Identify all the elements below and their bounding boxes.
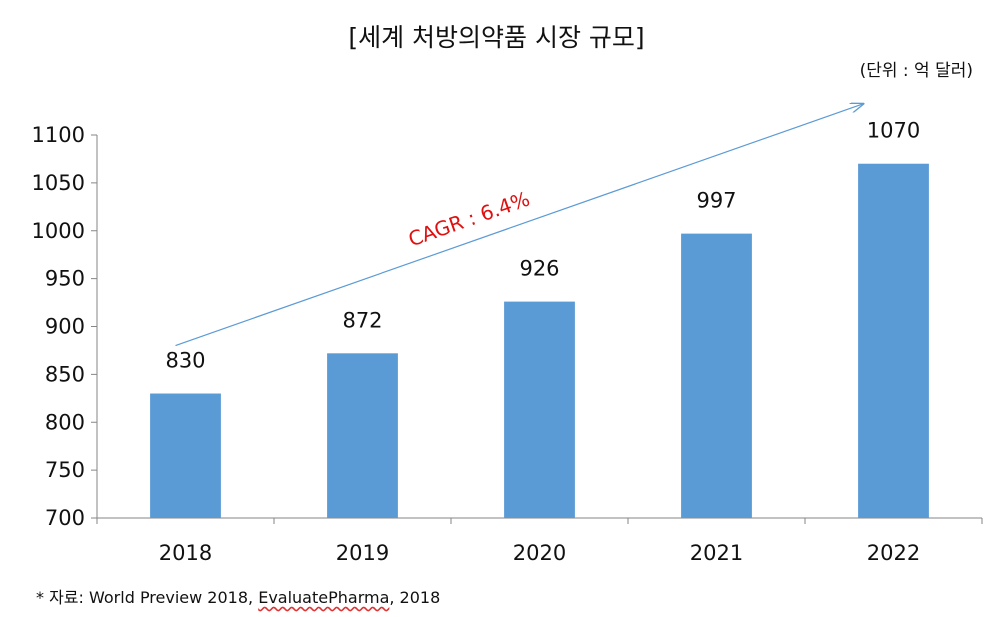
data-labels: 830 872 926 997 1070 [165, 119, 920, 373]
bar-2022 [858, 163, 929, 518]
unit-label: (단위 : 억 달러) [859, 61, 973, 81]
bar-2020 [504, 301, 575, 518]
bar-2019 [327, 353, 398, 518]
x-tick-label: 2018 [159, 541, 212, 565]
y-tick-label: 1000 [32, 219, 85, 243]
x-tick-label: 2022 [867, 541, 920, 565]
data-label-2021: 997 [696, 189, 736, 213]
x-tick-label: 2020 [513, 541, 566, 565]
y-tick-label: 1050 [32, 171, 85, 195]
y-tick-label: 1100 [32, 123, 85, 147]
y-tick-label: 950 [45, 267, 85, 291]
bar-2021 [681, 233, 752, 518]
cagr-annotation: CAGR : 6.4% [405, 187, 533, 252]
x-tick-label: 2021 [690, 541, 743, 565]
y-tick-label: 900 [45, 315, 85, 339]
source-note: * 자료: World Preview 2018, EvaluatePharma… [36, 584, 440, 608]
chart-title: [세계 처방의약품 시장 규모] [348, 23, 645, 52]
trend-arrow-line [175, 104, 864, 347]
bar-2018 [150, 393, 221, 518]
source-prefix: * 자료: World Preview 2018, [36, 588, 259, 607]
bars [150, 163, 929, 518]
y-tick-label: 800 [45, 410, 85, 434]
data-label-2020: 926 [519, 257, 559, 281]
x-tick-label: 2019 [336, 541, 389, 565]
data-label-2018: 830 [165, 349, 205, 373]
y-tick-label: 700 [45, 506, 85, 530]
y-tick-label: 750 [45, 458, 85, 482]
source-suffix: , 2018 [389, 588, 441, 607]
data-label-2019: 872 [342, 308, 382, 332]
y-tick-label: 850 [45, 362, 85, 386]
source-publisher: EvaluatePharma [258, 588, 390, 607]
data-label-2022: 1070 [867, 119, 920, 143]
axes: 700 750 800 850 900 950 1000 1050 1100 2018 2019 20… [32, 123, 983, 565]
